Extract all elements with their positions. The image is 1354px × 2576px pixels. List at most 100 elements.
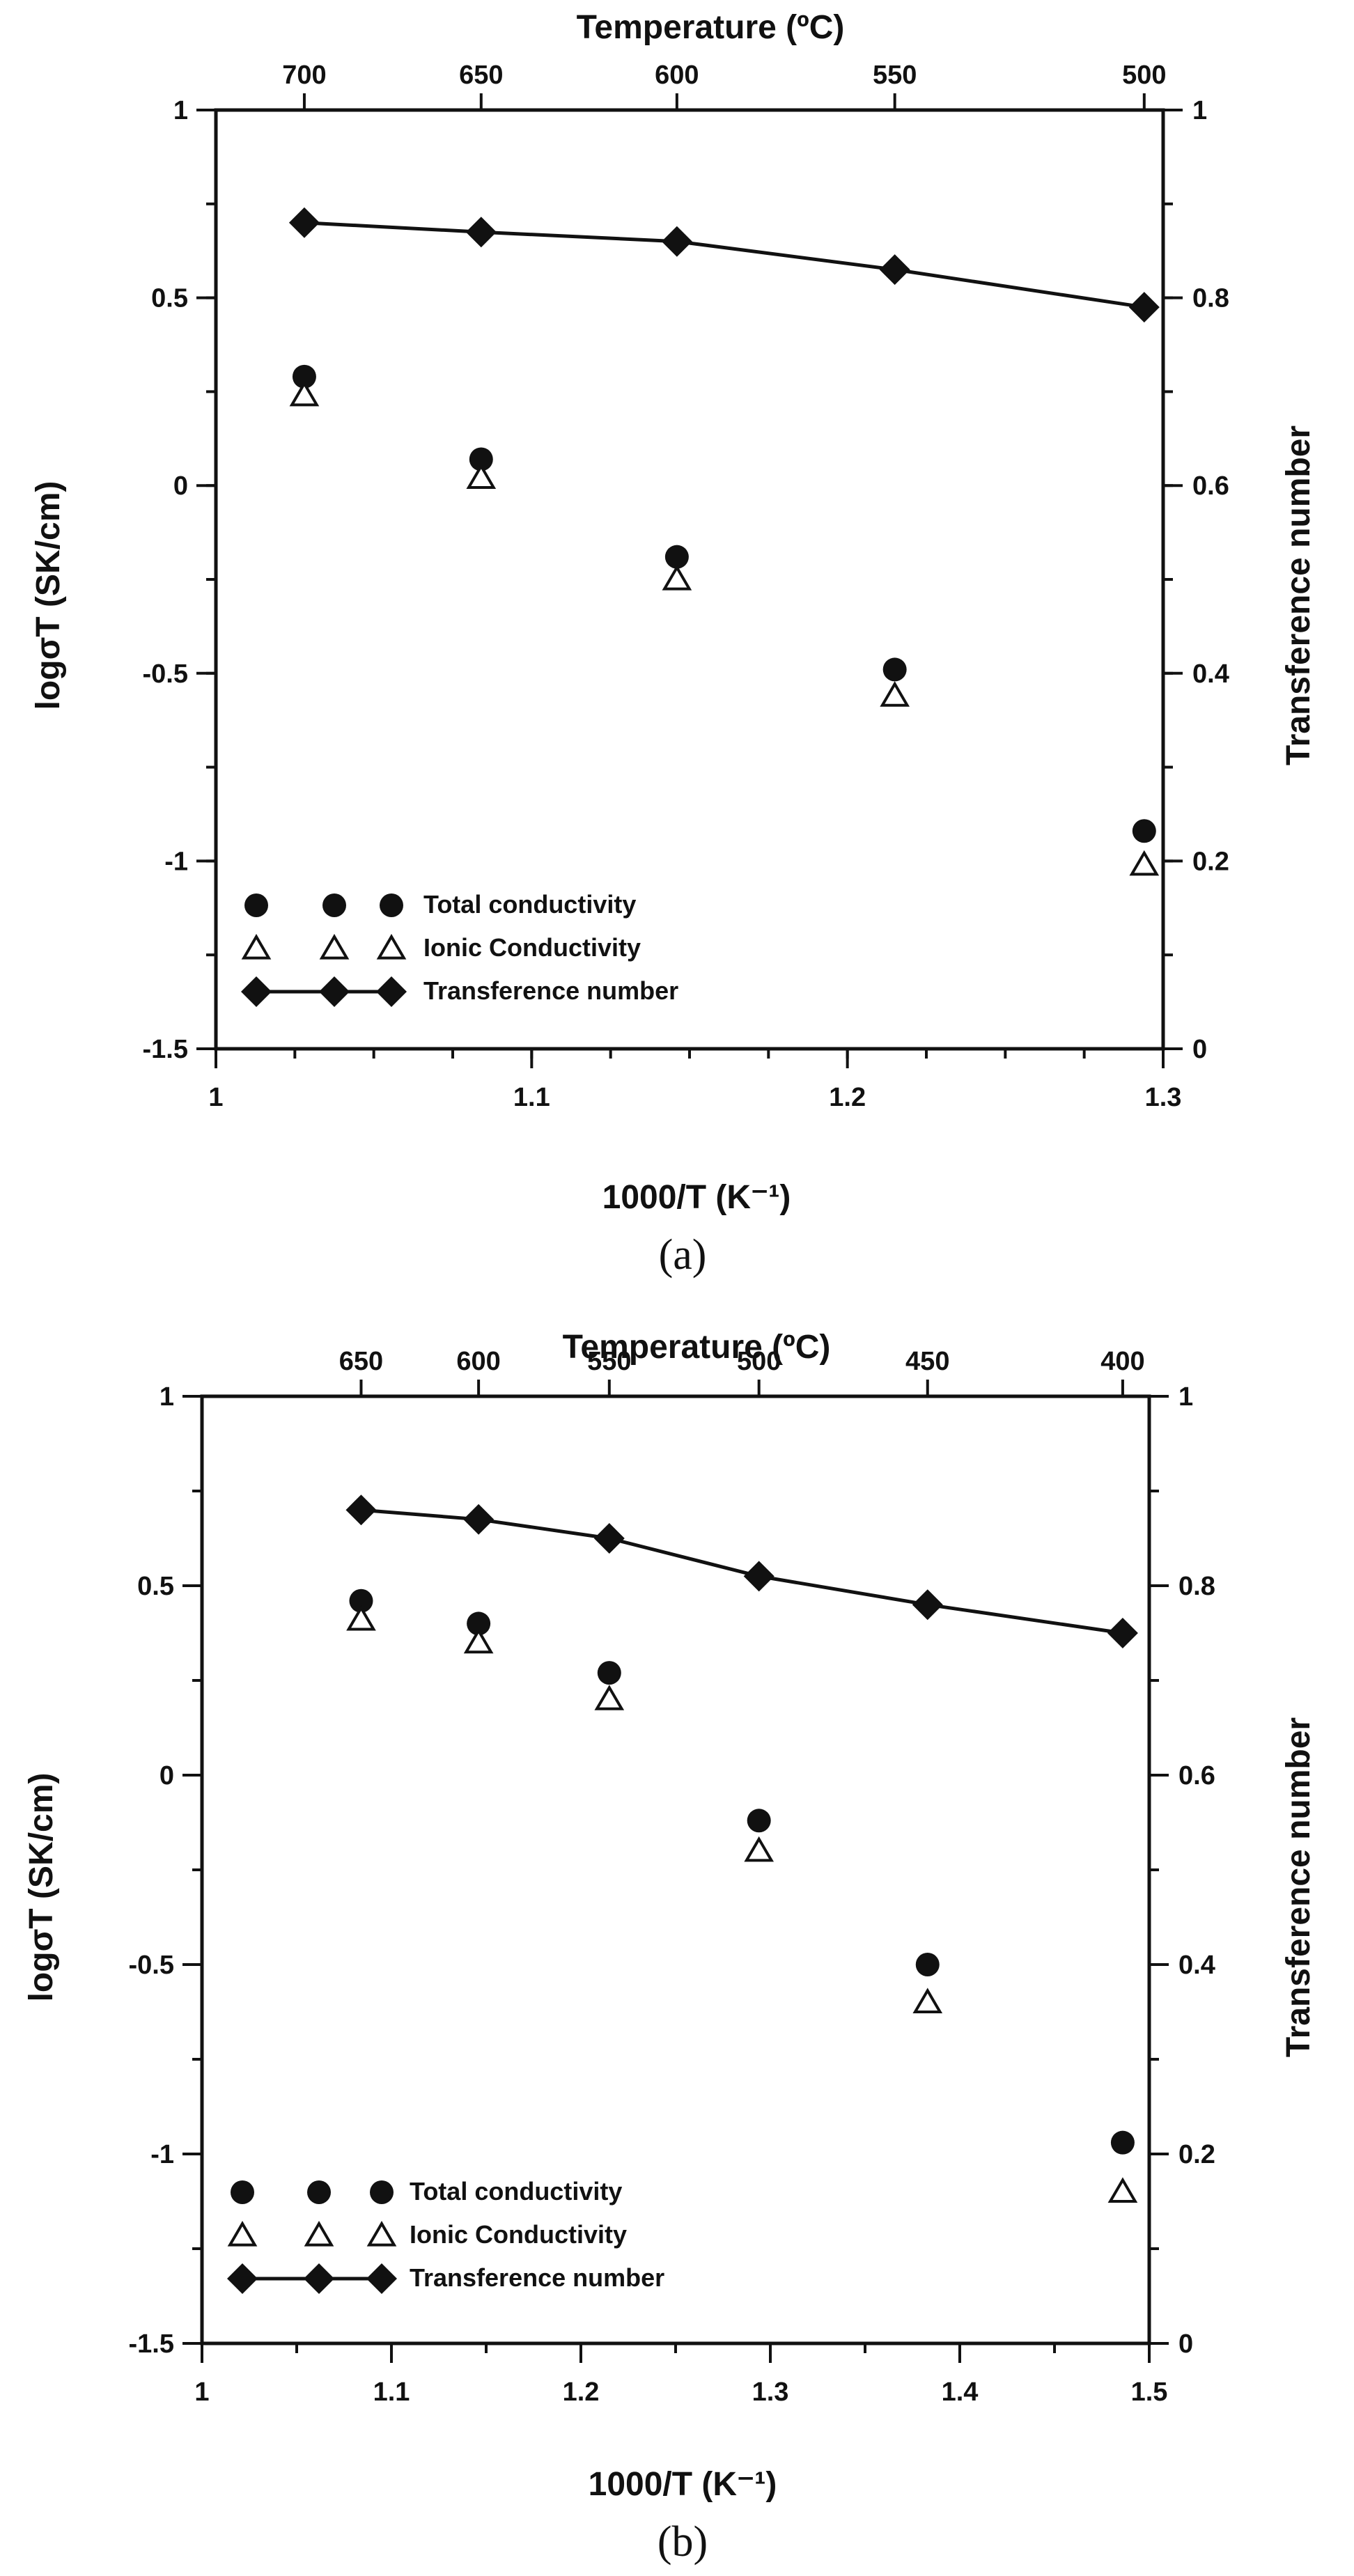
legend: Total conductivity Ionic Conductivity Tr… <box>227 2177 664 2294</box>
transference-number-point <box>288 207 320 238</box>
legend-ionic-conductivity-marker <box>319 934 350 960</box>
top-tick-label: 600 <box>655 61 699 90</box>
legend-transference-marker <box>319 976 350 1007</box>
y-right-axis-title: Transference number <box>1280 1717 1317 2057</box>
total-conductivity-point <box>349 1588 373 1613</box>
legend-transference-marker <box>366 2263 397 2294</box>
ionic-conductivity-point <box>463 1627 494 1654</box>
y-left-axis-title: logσT (SK/cm) <box>23 1773 60 2002</box>
y-left-tick-label: -1 <box>150 2140 174 2169</box>
y-right-tick-label: 0.4 <box>1178 1951 1215 1980</box>
x-tick-label: 1.3 <box>1145 1083 1182 1112</box>
y-left-tick-label: 0.5 <box>151 284 188 313</box>
ionic-conductivity-point <box>1129 850 1160 876</box>
transference-number-point <box>879 254 910 286</box>
y-right-tick-label: 0.2 <box>1178 2140 1215 2169</box>
y-right-tick-label: 1 <box>1178 1382 1193 1412</box>
transference-number-point <box>912 1589 943 1621</box>
legend-ionic-conductivity-marker <box>376 934 407 960</box>
plot-frame <box>214 108 1165 1051</box>
plot-frame <box>200 1394 1151 2345</box>
ionic-conductivity-point <box>912 1988 943 2013</box>
legend-transference-marker <box>376 976 407 1007</box>
top-axis-title: Temperature (ºC) <box>563 1329 831 1366</box>
legend-ionic-conductivity-marker <box>227 2221 258 2247</box>
x-axis-title: 1000/T (K⁻¹) <box>589 2466 777 2503</box>
y-right-tick-label: 0.4 <box>1192 659 1229 689</box>
y-left-tick-label: -0.5 <box>129 1951 174 1980</box>
transference-number-point <box>1107 1618 1138 1648</box>
y-right-tick-label: 0.6 <box>1192 471 1229 501</box>
ionic-conductivity-point <box>1107 2177 1138 2203</box>
y-right-tick-label: 1 <box>1192 96 1207 125</box>
top-tick-label: 650 <box>459 61 503 90</box>
y-right-axis-title: Transference number <box>1280 426 1317 765</box>
subfigure-label: (a) <box>659 1231 707 1279</box>
legend-total-conductivity-marker <box>380 893 403 917</box>
legend-ionic-conductivity-marker <box>304 2221 334 2247</box>
y-left-tick-label: 0 <box>159 1761 174 1790</box>
total-conductivity-point <box>292 364 316 389</box>
y-left-tick-label: 0 <box>173 471 188 501</box>
legend-total-conductivity-marker <box>322 893 346 917</box>
legend-ionic-conductivity-marker <box>366 2221 397 2247</box>
legend-label-transference: Transference number <box>423 976 678 1005</box>
y-right-tick-label: 0.2 <box>1192 847 1229 876</box>
legend-ionic-conductivity-marker <box>241 934 272 960</box>
legend-label-total: Total conductivity <box>410 2177 622 2206</box>
x-tick-label: 1.2 <box>563 2378 600 2407</box>
x-tick-label: 1.3 <box>752 2378 789 2407</box>
legend-total-conductivity-marker <box>307 2180 331 2204</box>
x-axis-title: 1000/T (K⁻¹) <box>602 1179 791 1216</box>
transference-number-point <box>661 226 692 257</box>
y-left-tick-label: 0.5 <box>137 1572 174 1601</box>
x-tick-label: 1.5 <box>1131 2378 1168 2407</box>
y-left-tick-label: -1.5 <box>143 1035 188 1064</box>
legend-total-conductivity-marker <box>231 2180 254 2204</box>
legend-label-ionic: Ionic Conductivity <box>423 933 641 962</box>
top-tick-label: 450 <box>905 1347 949 1376</box>
y-left-tick-label: -0.5 <box>143 659 188 689</box>
top-tick-label: 550 <box>587 1347 631 1376</box>
total-conductivity-point <box>882 657 907 682</box>
total-conductivity-point <box>597 1661 621 1685</box>
top-tick-label: 400 <box>1100 1347 1144 1376</box>
total-conductivity-point <box>467 1611 491 1636</box>
ionic-conductivity-point <box>346 1605 376 1631</box>
total-conductivity-point <box>915 1953 940 1976</box>
ionic-conductivity-point <box>594 1685 625 1710</box>
top-tick-label: 650 <box>339 1347 383 1376</box>
legend-label-transference: Transference number <box>410 2263 664 2292</box>
legend-transference-marker <box>227 2263 258 2294</box>
transference-number-point <box>1128 292 1160 323</box>
y-right-tick-label: 0.8 <box>1178 1572 1215 1601</box>
ionic-conductivity-point <box>880 681 910 707</box>
top-tick-label: 500 <box>737 1347 781 1376</box>
transference-number-line <box>361 1508 1123 1635</box>
transference-number-point <box>593 1523 625 1554</box>
y-left-axis-title: logσT (SK/cm) <box>30 481 67 710</box>
y-right-tick-label: 0 <box>1178 2329 1193 2359</box>
ionic-conductivity-point <box>662 565 692 591</box>
chart-panel-a: Temperature (ºC) logσT (SK/cm) Transfere… <box>30 9 1317 1279</box>
y-left-tick-label: -1.5 <box>129 2329 174 2359</box>
total-conductivity-point <box>469 447 493 471</box>
legend: Total conductivity Ionic Conductivity Tr… <box>241 890 678 1007</box>
x-tick-label: 1 <box>194 2378 209 2407</box>
top-tick-label: 500 <box>1122 61 1166 90</box>
x-tick-label: 1.1 <box>373 2378 410 2407</box>
legend-total-conductivity-marker <box>370 2180 394 2204</box>
y-left-tick-label: 1 <box>173 96 188 125</box>
transference-number-line <box>304 221 1145 309</box>
y-right-tick-label: 0.8 <box>1192 284 1229 313</box>
transference-number-point <box>465 217 497 248</box>
ionic-conductivity-point <box>289 380 320 407</box>
legend-transference-marker <box>304 2263 334 2294</box>
x-tick-label: 1.4 <box>942 2378 979 2407</box>
y-right-tick-label: 0.6 <box>1178 1761 1215 1790</box>
transference-number-point <box>743 1561 775 1592</box>
legend-label-total: Total conductivity <box>423 890 636 919</box>
ionic-conductivity-point <box>744 1836 775 1862</box>
x-tick-label: 1.1 <box>513 1083 550 1112</box>
